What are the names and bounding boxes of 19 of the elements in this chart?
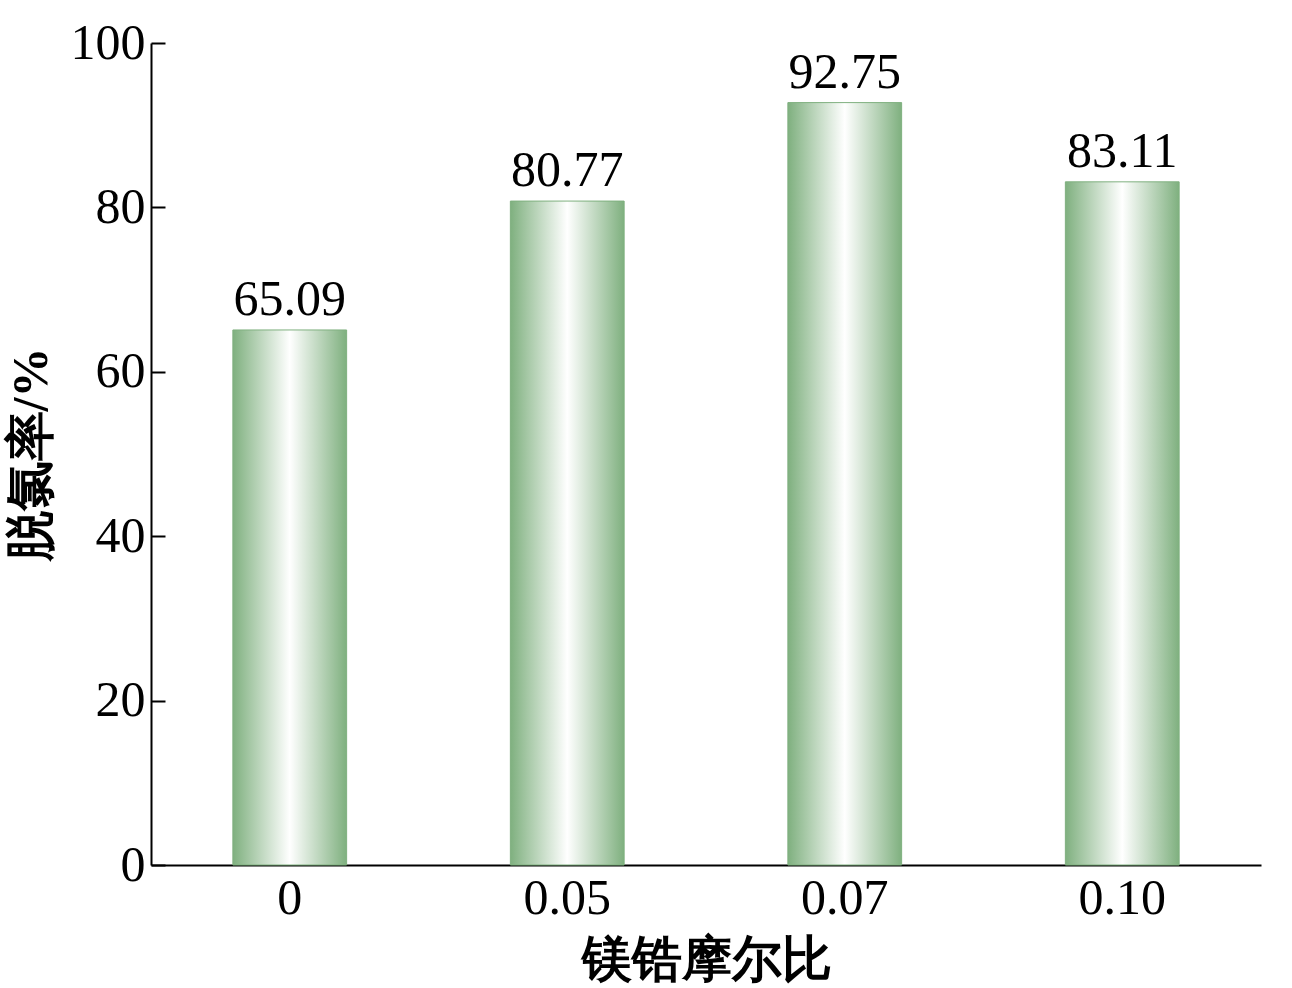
x-tick-label: 0.07 — [801, 868, 889, 925]
data-label: 65.09 — [233, 269, 346, 326]
y-axis-title: 脱氯率/% — [1, 347, 58, 563]
y-tick-label: 60 — [95, 342, 146, 399]
bar — [232, 329, 348, 866]
data-label: 83.11 — [1066, 121, 1178, 178]
data-label: 92.75 — [788, 42, 901, 99]
bar — [509, 200, 625, 866]
x-axis-title: 镁锆摩尔比 — [579, 930, 832, 987]
y-tick-label: 40 — [95, 506, 146, 563]
y-tick-label: 80 — [95, 177, 146, 234]
x-tick-label: 0.10 — [1078, 868, 1166, 925]
bar — [787, 102, 903, 866]
data-label: 80.77 — [511, 141, 624, 198]
bar — [1064, 181, 1180, 866]
y-tick-label: 20 — [95, 671, 146, 728]
y-tick-label: 100 — [70, 13, 146, 70]
x-tick-label: 0.05 — [523, 868, 611, 925]
x-tick-label: 0 — [277, 868, 303, 925]
